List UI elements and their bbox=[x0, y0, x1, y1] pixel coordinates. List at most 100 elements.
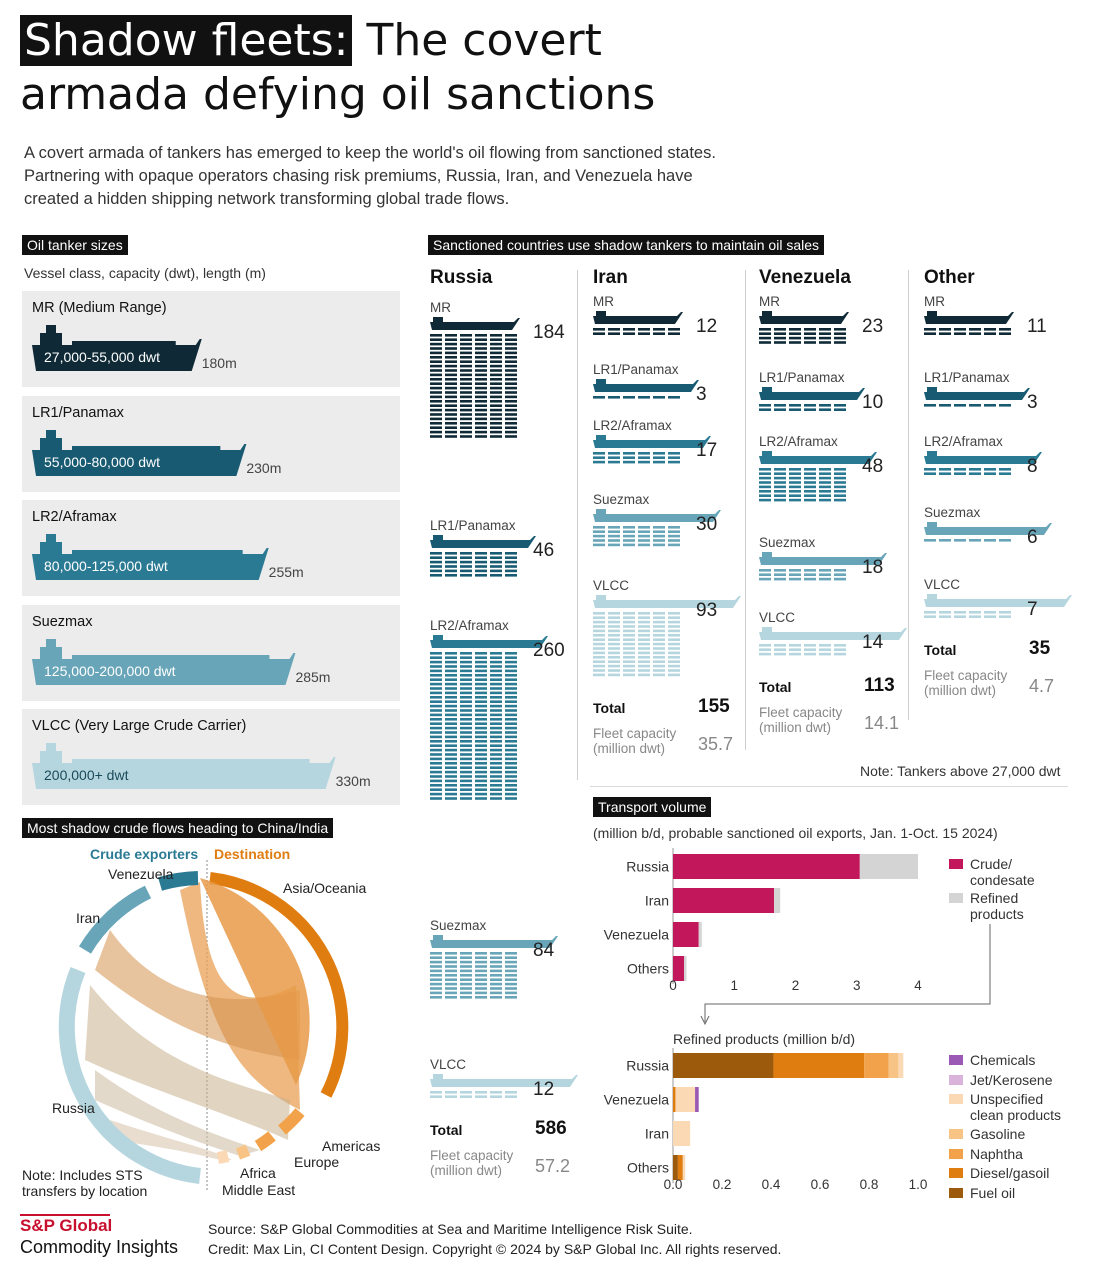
fleet-dash bbox=[774, 476, 786, 480]
fleet-dash bbox=[804, 569, 816, 572]
fleet-dash bbox=[653, 328, 665, 331]
fleet-dash bbox=[505, 338, 517, 341]
fleet-class-count: 8 bbox=[1027, 456, 1038, 477]
fleet-dash bbox=[984, 328, 996, 331]
fleet-dash bbox=[834, 652, 846, 656]
divider bbox=[745, 270, 746, 750]
fleet-dash bbox=[430, 735, 442, 739]
fleet-dash bbox=[475, 574, 487, 577]
tanker-hull bbox=[32, 339, 202, 371]
fleet-dash bbox=[430, 552, 442, 555]
fleet-dash bbox=[819, 490, 831, 493]
fleet-dash bbox=[668, 664, 680, 668]
fleet-dash bbox=[759, 485, 771, 489]
fleet-dash bbox=[430, 338, 442, 341]
fleet-dash bbox=[430, 687, 442, 690]
fleet-dash bbox=[460, 569, 472, 573]
fleet-dash bbox=[608, 616, 620, 619]
fleet-dash bbox=[505, 770, 517, 774]
fleet-dash bbox=[505, 674, 517, 677]
fleet-ship-bridge bbox=[433, 317, 443, 322]
fleet-dash bbox=[804, 408, 816, 411]
fleet-dash bbox=[924, 472, 936, 475]
fleet-dash bbox=[475, 413, 487, 416]
chart-category-label: Russia bbox=[626, 859, 669, 875]
fleet-dash bbox=[460, 373, 472, 377]
fleet-dash bbox=[490, 696, 502, 699]
chart-bar bbox=[888, 1053, 899, 1078]
chart-tick-label: 0.6 bbox=[811, 1177, 830, 1192]
fleet-dash bbox=[445, 386, 457, 390]
fleet-dash bbox=[759, 468, 771, 471]
fleet-dash bbox=[445, 687, 457, 690]
fleet-dash bbox=[490, 687, 502, 690]
fleet-dash bbox=[593, 460, 605, 464]
fleet-dash bbox=[505, 726, 517, 730]
title-line1: The covert bbox=[352, 15, 602, 66]
fleet-dash bbox=[834, 332, 846, 335]
divider bbox=[908, 270, 909, 720]
fleet-dash bbox=[668, 629, 680, 633]
legend-swatch bbox=[949, 859, 963, 869]
fleet-dash bbox=[445, 709, 457, 712]
fleet-dash bbox=[819, 485, 831, 489]
fleet-dash bbox=[445, 691, 457, 695]
fleet-dash bbox=[653, 656, 665, 659]
fleet-ship-hull bbox=[593, 436, 711, 448]
fleet-dash bbox=[475, 373, 487, 377]
fleet-total-label: Total bbox=[593, 700, 626, 716]
fleet-dash bbox=[430, 987, 442, 990]
fleet-class-count: 14 bbox=[862, 632, 884, 653]
fleet-dash bbox=[623, 616, 635, 619]
fleet-dash bbox=[505, 748, 517, 752]
fleet-ship-bridge bbox=[762, 451, 772, 456]
fleet-dash bbox=[638, 616, 650, 619]
tanker-bridge bbox=[40, 646, 62, 659]
fleet-dash bbox=[490, 713, 502, 717]
fleet-class-count: 18 bbox=[862, 557, 884, 578]
fleet-dash bbox=[924, 404, 936, 407]
fleet-dash bbox=[475, 779, 487, 783]
fleet-dash bbox=[475, 775, 487, 778]
fleet-dash bbox=[460, 560, 472, 564]
fleet-dash bbox=[638, 539, 650, 542]
tanker-funnel bbox=[46, 534, 56, 542]
fleet-dash bbox=[623, 629, 635, 633]
fleet-dash bbox=[804, 472, 816, 475]
fleet-dash bbox=[475, 696, 487, 699]
fleet-dash bbox=[593, 664, 605, 668]
chart-bar bbox=[698, 922, 702, 947]
fleet-dash bbox=[490, 391, 502, 394]
fleet-count-grid bbox=[924, 611, 1011, 618]
fleet-dash bbox=[475, 766, 487, 769]
fleet-dash bbox=[490, 709, 502, 712]
fleet-dash bbox=[954, 611, 966, 614]
fleet-dash bbox=[460, 665, 472, 668]
fleet-dash bbox=[475, 735, 487, 739]
fleet-dash bbox=[430, 351, 442, 355]
fleet-dash bbox=[430, 700, 442, 703]
divider bbox=[590, 786, 1068, 787]
fleet-dash bbox=[430, 978, 442, 981]
chart-tick-label: 0.4 bbox=[762, 1177, 781, 1192]
fleet-dash bbox=[969, 468, 981, 471]
legend-label: Fuel oil bbox=[970, 1185, 1015, 1201]
fleet-dash bbox=[505, 552, 517, 555]
fleet-dash bbox=[475, 364, 487, 368]
fleet-dash bbox=[999, 611, 1011, 614]
fleet-dash bbox=[445, 784, 457, 787]
fleet-capacity-label-line2: (million dwt) bbox=[759, 720, 832, 736]
fleet-dash bbox=[445, 700, 457, 703]
fleet-dash bbox=[460, 422, 472, 425]
fleet-dash bbox=[608, 620, 620, 624]
exporter-venezuela: Venezuela bbox=[108, 866, 174, 882]
fleet-dash bbox=[430, 395, 442, 399]
fleet-dash bbox=[460, 369, 472, 372]
fleet-dash bbox=[593, 669, 605, 672]
fleet-ship-icon bbox=[593, 435, 711, 448]
fleet-dash bbox=[668, 452, 680, 455]
fleet-dash bbox=[460, 996, 472, 999]
fleet-dash bbox=[445, 956, 457, 959]
fleet-dash bbox=[460, 678, 472, 681]
fleet-dash bbox=[475, 351, 487, 355]
